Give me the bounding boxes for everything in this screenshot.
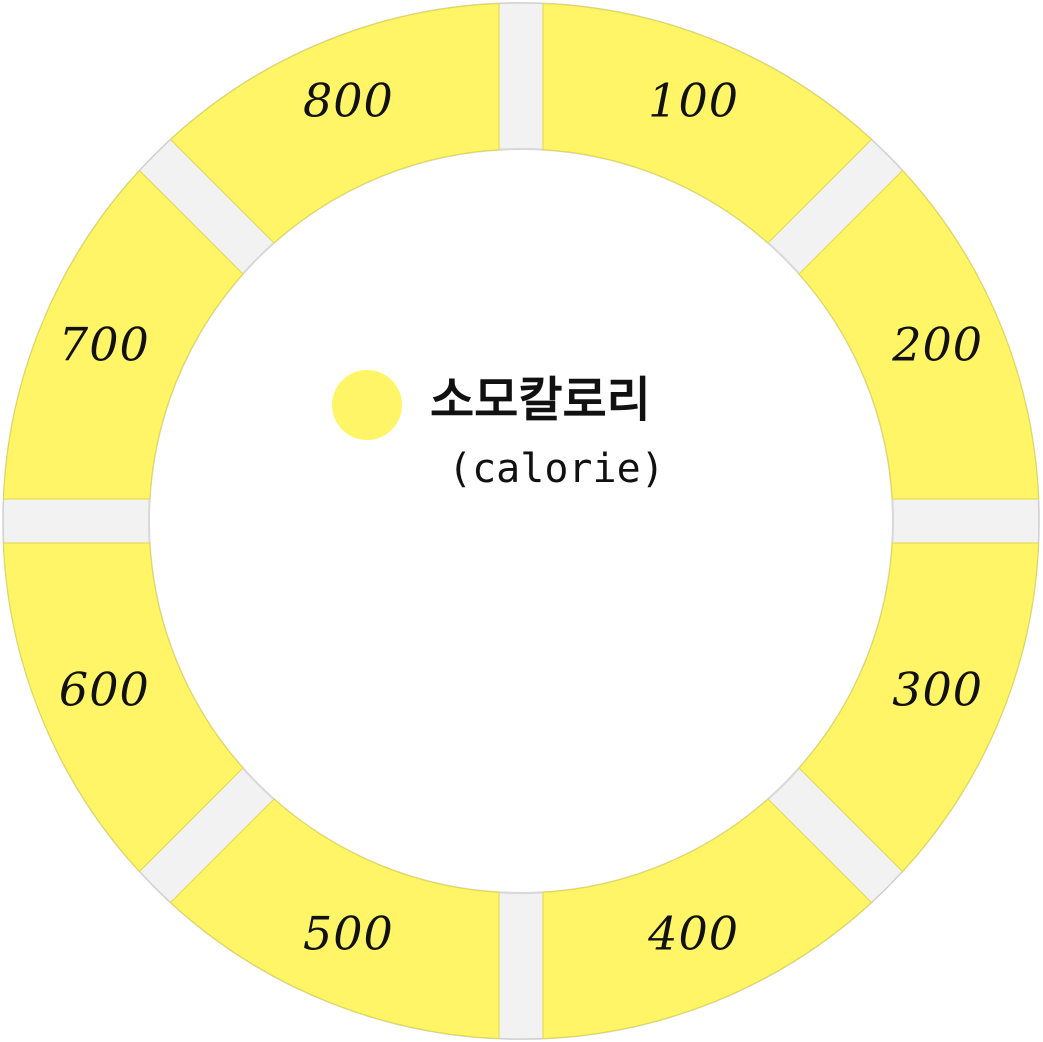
legend-color-swatch [332, 370, 402, 440]
ring-labels: 100 200 300 400 500 600 700 800 [59, 73, 983, 961]
ring-segment-300 [798, 542, 1040, 873]
segment-label-300: 300 [892, 663, 983, 717]
legend: 소모칼로리 (calorie) [330, 368, 710, 498]
ring-segment-100 [542, 2, 873, 244]
ring-segment-600 [2, 542, 244, 873]
ring-segment-500 [169, 798, 500, 1040]
segment-label-700: 700 [59, 317, 150, 371]
inner-circle-edge [148, 148, 894, 894]
segment-label-800: 800 [303, 73, 394, 127]
legend-title: 소모칼로리 [430, 372, 651, 428]
ring-segment-400 [542, 798, 873, 1040]
segment-label-200: 200 [891, 317, 983, 371]
segment-label-600: 600 [59, 663, 150, 717]
legend-subtitle: (calorie) [448, 446, 665, 492]
segment-label-400: 400 [647, 907, 739, 961]
segment-label-100: 100 [648, 73, 739, 127]
ring-segment-700 [2, 169, 244, 500]
ring-segment-200 [798, 169, 1040, 500]
segment-label-500: 500 [303, 907, 394, 961]
ring-segment-800 [169, 2, 500, 244]
